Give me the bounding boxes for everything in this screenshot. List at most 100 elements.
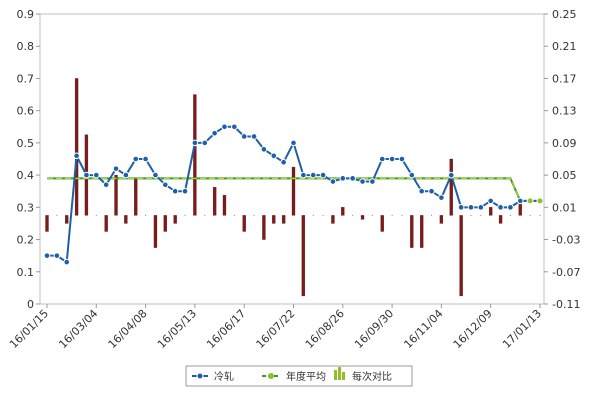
comparison-bar[interactable] bbox=[104, 215, 108, 232]
comparison-bar[interactable] bbox=[184, 214, 186, 216]
cold-rolled-point[interactable] bbox=[162, 181, 169, 189]
cold-rolled-point[interactable] bbox=[290, 139, 297, 147]
cold-rolled-point[interactable] bbox=[408, 171, 416, 179]
comparison-bar[interactable] bbox=[539, 214, 541, 216]
cold-rolled-point[interactable] bbox=[280, 158, 287, 166]
comparison-bar[interactable] bbox=[449, 158, 453, 216]
legend-item-cold-rolled[interactable]: 冷轧 bbox=[192, 370, 234, 383]
comparison-bar[interactable] bbox=[431, 214, 433, 216]
comparison-bar[interactable] bbox=[153, 215, 158, 248]
comparison-bar[interactable] bbox=[253, 214, 255, 216]
comparison-bar[interactable] bbox=[233, 214, 235, 216]
cold-rolled-point[interactable] bbox=[300, 171, 307, 179]
comparison-bar[interactable] bbox=[459, 215, 463, 297]
cold-rolled-point[interactable] bbox=[428, 187, 435, 195]
comparison-bar[interactable] bbox=[420, 215, 424, 248]
cold-rolled-point[interactable] bbox=[309, 171, 317, 179]
comparison-bar[interactable] bbox=[173, 215, 177, 224]
comparison-bar[interactable] bbox=[410, 215, 414, 248]
cold-rolled-point[interactable] bbox=[181, 187, 189, 195]
cold-rolled-point[interactable] bbox=[211, 129, 218, 137]
comparison-bar[interactable] bbox=[331, 215, 335, 224]
cold-rolled-point[interactable] bbox=[388, 155, 396, 163]
comparison-bar[interactable] bbox=[470, 214, 472, 216]
cold-rolled-point[interactable] bbox=[63, 258, 71, 266]
cold-rolled-point[interactable] bbox=[152, 171, 159, 179]
comparison-bar[interactable] bbox=[322, 214, 324, 216]
comparison-bar[interactable] bbox=[391, 214, 393, 216]
cold-rolled-point[interactable] bbox=[73, 152, 80, 160]
cold-rolled-point[interactable] bbox=[507, 204, 514, 211]
cold-rolled-point[interactable] bbox=[270, 152, 278, 160]
cold-rolled-point[interactable] bbox=[329, 178, 337, 185]
comparison-bar[interactable] bbox=[489, 207, 493, 216]
cold-rolled-point[interactable] bbox=[112, 165, 120, 172]
cold-rolled-point[interactable] bbox=[418, 187, 425, 195]
comparison-bar[interactable] bbox=[529, 214, 531, 216]
cold-rolled-point[interactable] bbox=[378, 155, 386, 163]
comparison-bar[interactable] bbox=[163, 215, 167, 232]
comparison-bar[interactable] bbox=[262, 215, 266, 240]
comparison-bar[interactable] bbox=[291, 166, 296, 216]
cold-rolled-point[interactable] bbox=[497, 204, 504, 211]
comparison-bar[interactable] bbox=[56, 214, 58, 216]
legend-item-each-comparison[interactable]: 每次对比 bbox=[334, 367, 392, 383]
comparison-bar[interactable] bbox=[204, 214, 206, 216]
comparison-bar[interactable] bbox=[242, 215, 246, 232]
comparison-bar[interactable] bbox=[212, 187, 217, 216]
legend-item-annual-average[interactable]: 年度平均 bbox=[262, 370, 326, 383]
comparison-bar[interactable] bbox=[134, 178, 138, 216]
comparison-bar[interactable] bbox=[281, 215, 286, 224]
comparison-bar[interactable] bbox=[401, 214, 403, 216]
comparison-bar[interactable] bbox=[222, 195, 227, 216]
comparison-bar[interactable] bbox=[439, 215, 444, 224]
cold-rolled-point[interactable] bbox=[53, 252, 61, 259]
comparison-bar[interactable] bbox=[360, 215, 365, 220]
cold-rolled-point[interactable] bbox=[231, 123, 238, 131]
comparison-bar[interactable] bbox=[352, 214, 354, 216]
comparison-bar[interactable] bbox=[95, 214, 97, 216]
comparison-bar[interactable] bbox=[272, 215, 276, 224]
annual-average-point[interactable] bbox=[526, 197, 534, 205]
cold-rolled-point[interactable] bbox=[132, 155, 140, 163]
cold-rolled-point[interactable] bbox=[467, 204, 475, 211]
cold-rolled-point[interactable] bbox=[398, 155, 406, 163]
comparison-bar[interactable] bbox=[45, 215, 49, 232]
cold-rolled-point[interactable] bbox=[122, 171, 130, 179]
cold-rolled-point[interactable] bbox=[83, 171, 90, 179]
cold-rolled-point[interactable] bbox=[171, 187, 179, 195]
cold-rolled-point[interactable] bbox=[102, 181, 110, 189]
comparison-bar[interactable] bbox=[65, 215, 69, 224]
cold-rolled-point[interactable] bbox=[319, 171, 327, 179]
cold-rolled-point[interactable] bbox=[221, 123, 228, 131]
comparison-bar[interactable] bbox=[380, 215, 384, 232]
cold-rolled-point[interactable] bbox=[477, 204, 485, 211]
comparison-bar[interactable] bbox=[371, 214, 373, 216]
comparison-bar[interactable] bbox=[341, 207, 345, 216]
comparison-bar[interactable] bbox=[124, 215, 128, 224]
comparison-bar[interactable] bbox=[480, 214, 482, 216]
comparison-bar[interactable] bbox=[509, 214, 511, 216]
comparison-bar[interactable] bbox=[114, 174, 118, 216]
cold-rolled-point[interactable] bbox=[369, 178, 376, 185]
cold-rolled-point[interactable] bbox=[487, 197, 495, 205]
cold-rolled-point[interactable] bbox=[43, 252, 51, 259]
cold-rolled-point[interactable] bbox=[438, 194, 445, 201]
cold-rolled-point[interactable] bbox=[260, 146, 268, 153]
cold-rolled-point[interactable] bbox=[93, 171, 100, 179]
cold-rolled-point[interactable] bbox=[457, 204, 465, 211]
cold-rolled-point[interactable] bbox=[349, 175, 356, 182]
comparison-bar[interactable] bbox=[74, 78, 79, 216]
cold-rolled-point[interactable] bbox=[201, 139, 209, 147]
comparison-bar[interactable] bbox=[301, 215, 306, 297]
cold-rolled-point[interactable] bbox=[240, 133, 248, 140]
cold-rolled-point[interactable] bbox=[447, 171, 455, 179]
annual-average-point[interactable] bbox=[536, 197, 544, 205]
cold-rolled-point[interactable] bbox=[250, 133, 258, 140]
cold-rolled-point[interactable] bbox=[359, 178, 366, 185]
cold-rolled-point[interactable] bbox=[191, 139, 199, 147]
cold-rolled-point[interactable] bbox=[142, 155, 149, 163]
comparison-bar[interactable] bbox=[312, 214, 314, 216]
cold-rolled-point[interactable] bbox=[516, 197, 524, 205]
comparison-bar[interactable] bbox=[498, 215, 503, 224]
